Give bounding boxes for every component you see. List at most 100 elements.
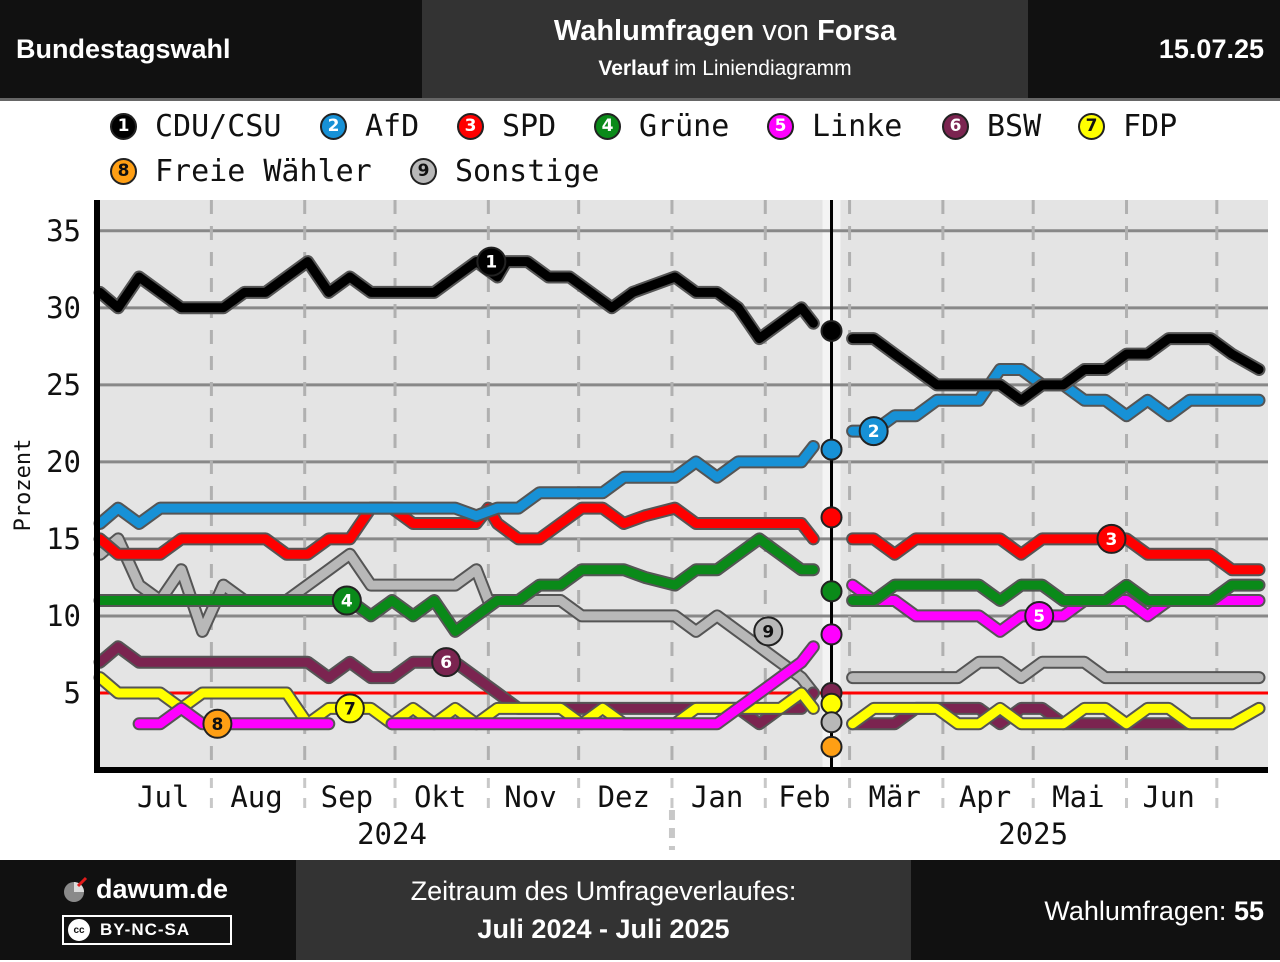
series-line-1-pre [95, 257, 818, 344]
title-part-2: von [754, 15, 818, 47]
license-badge[interactable]: cc BY-NC-SA [62, 915, 232, 945]
legend-item-freie-wähler: 8 Freie Wähler [110, 151, 372, 191]
legend-item-linke: 5 Linke [767, 106, 902, 146]
result-point-1 [820, 319, 843, 342]
election-name: Bundestagswahl [16, 34, 231, 64]
footer-bar: dawum.de cc BY-NC-SA Zeitraum des Umfrag… [0, 860, 1280, 960]
y-tick-label: 35 [46, 214, 81, 248]
y-tick-label: 10 [46, 599, 81, 633]
series-badge-6 [431, 647, 462, 678]
series-line-3-pre [95, 503, 818, 559]
legend-badge: 8 [110, 157, 137, 185]
result-point-3 [820, 506, 843, 529]
subtitle-part-2: im Liniendiagramm [668, 57, 852, 80]
series-badge-number: 7 [344, 699, 356, 719]
y-tick-label: 30 [46, 291, 81, 325]
result-point-5 [820, 623, 843, 646]
series-badge-1 [476, 246, 507, 277]
result-point-9 [820, 711, 843, 734]
series-badge-number: 6 [440, 653, 452, 673]
legend-label: Freie Wähler [155, 153, 372, 189]
period-value: Juli 2024 - Juli 2025 [477, 914, 730, 944]
x-tick-label: Mär [869, 780, 921, 814]
y-axis-label: Prozent [11, 439, 36, 532]
x-tick-label: Apr [959, 780, 1011, 814]
legend-badge: 9 [410, 157, 437, 185]
series-badge-8 [202, 708, 233, 739]
x-tick-label: Nov [504, 780, 556, 814]
legend-item-afd: 2 AfD [320, 106, 419, 146]
legend-label: CDU/CSU [155, 108, 282, 144]
footer-brand: dawum.de cc BY-NC-SA [0, 860, 296, 960]
series-line-7-pre [95, 673, 818, 729]
legend-badge: 1 [110, 112, 137, 140]
period-label: Zeitraum des Umfrageverlaufes: [410, 876, 797, 906]
legend-item-spd: 3 SPD [457, 106, 556, 146]
year-label: 2025 [998, 817, 1068, 851]
series-line-7-post [848, 703, 1264, 729]
result-point-4 [820, 580, 843, 603]
series-badge-7 [334, 693, 365, 724]
result-point-7 [820, 692, 843, 715]
legend-badge: 6 [942, 112, 969, 140]
series-badge-number: 1 [485, 253, 497, 273]
y-tick-label: 25 [46, 368, 81, 402]
poll-count-value: 55 [1233, 896, 1264, 926]
chart-subtitle: Verlauf im Liniendiagramm [422, 54, 1028, 84]
series-badge-number: 3 [1106, 530, 1118, 550]
series-badge-9 [753, 616, 784, 647]
series-line-9-pre [95, 534, 818, 698]
legend-label: Grüne [639, 108, 730, 144]
site-logo[interactable]: dawum.de [62, 874, 228, 905]
series-line-2-pre [95, 442, 818, 528]
poll-count: Wahlumfragen: 55 [1044, 860, 1264, 960]
header-title-box: Wahlumfragen von Forsa Verlauf im Linien… [422, 0, 1028, 98]
x-tick-label: Jul [137, 780, 189, 814]
x-tick-label: Aug [230, 780, 282, 814]
series-badge-number: 8 [211, 715, 223, 735]
legend-label: Sonstige [455, 153, 600, 189]
plot-background [97, 200, 1268, 770]
legend-label: AfD [365, 108, 420, 144]
legend-badge: 5 [767, 112, 794, 140]
legend-item-bsw: 6 BSW [942, 106, 1041, 146]
chart-title: Wahlumfragen von Forsa [422, 14, 1028, 48]
series-badge-2 [858, 416, 889, 447]
legend-item-sonstige: 9 Sonstige [410, 151, 600, 191]
series-badge-number: 4 [341, 592, 353, 612]
site-name: dawum.de [96, 874, 229, 904]
cc-icon: cc [68, 919, 90, 941]
legend-item-fdp: 7 FDP [1078, 106, 1177, 146]
x-tick-label: Jan [691, 780, 743, 814]
legend-badge: 4 [594, 112, 621, 140]
legend-badge: 7 [1078, 112, 1105, 140]
result-point-8 [820, 735, 843, 758]
series-badge-number: 5 [1033, 607, 1045, 627]
series-badge-5 [1024, 600, 1055, 631]
poll-count-label: Wahlumfragen: [1044, 896, 1234, 926]
title-part-1: Wahlumfragen [553, 15, 755, 47]
series-line-4-pre [95, 534, 818, 636]
year-label: 2024 [357, 817, 427, 851]
header-bar: Bundestagswahl Wahlumfragen von Forsa Ve… [0, 0, 1280, 98]
series-line-4-post [848, 580, 1264, 605]
series-line-1-post [848, 334, 1264, 405]
header-divider [0, 98, 1280, 101]
x-tick-label: Feb [778, 780, 830, 814]
series-badge-4 [331, 585, 362, 616]
legend-item-cdu-csu: 1 CDU/CSU [110, 106, 281, 146]
legend-badge: 3 [457, 112, 484, 140]
series-line-9-post [848, 657, 1264, 683]
footer-period: Zeitraum des Umfrageverlaufes: Juli 2024… [296, 860, 911, 960]
legend-label: FDP [1123, 108, 1178, 144]
series-badge-number: 2 [868, 422, 880, 442]
x-tick-label: Mai [1052, 780, 1104, 814]
y-tick-label: 20 [46, 445, 81, 479]
series-line-3-post [848, 534, 1264, 575]
pie-logo-icon [64, 876, 88, 902]
legend: 1 CDU/CSU 2 AfD 3 SPD 4 Grüne 5 Linke 6 BSW 7 FDP 8 Fre… [0, 100, 1280, 200]
x-tick-label: Jun [1142, 780, 1194, 814]
y-tick-label: 15 [46, 522, 81, 556]
subtitle-part-1: Verlauf [598, 57, 669, 80]
